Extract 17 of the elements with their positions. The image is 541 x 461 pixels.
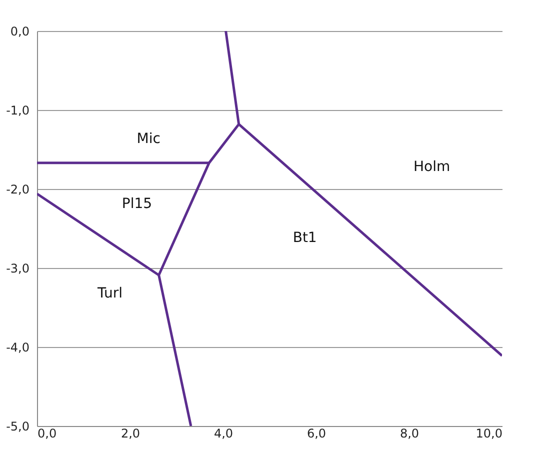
x-tick-label: 10,0 bbox=[476, 426, 502, 440]
y-tick-label: -3,0 bbox=[6, 262, 30, 276]
annotation: Bt1 bbox=[292, 230, 317, 246]
annotation: Mic bbox=[136, 131, 160, 148]
x-tick-label: 0,0 bbox=[38, 426, 57, 440]
x-tick-label: 4,0 bbox=[214, 426, 234, 440]
x-tick-label: 8,0 bbox=[400, 426, 420, 440]
y-tick-label: -4,0 bbox=[6, 340, 30, 354]
x-tick-label: 6,0 bbox=[306, 426, 326, 440]
annotation: Turl bbox=[96, 285, 122, 302]
annotation: Holm bbox=[413, 158, 450, 175]
annotation: Pl15 bbox=[122, 196, 152, 212]
y-tick-label: -5,0 bbox=[6, 420, 30, 434]
x-tick-label: 2,0 bbox=[120, 426, 140, 440]
y-tick-label: -2,0 bbox=[6, 182, 30, 196]
y-tick-label: -1,0 bbox=[6, 104, 30, 118]
y-tick-label: 0,0 bbox=[10, 24, 30, 38]
